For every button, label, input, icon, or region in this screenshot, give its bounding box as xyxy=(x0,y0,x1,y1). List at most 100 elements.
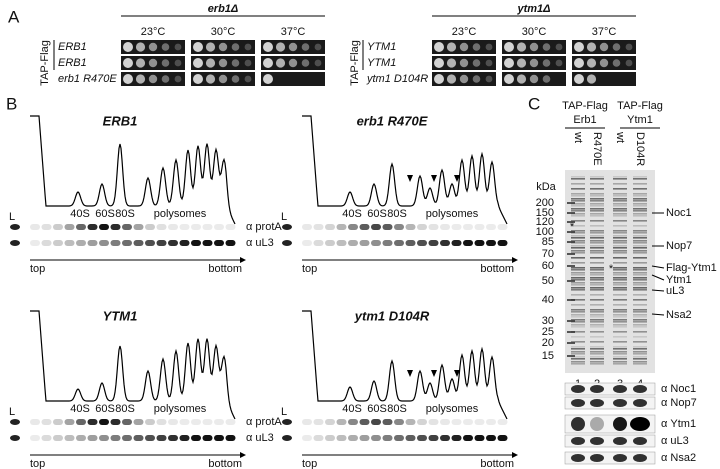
blot-band xyxy=(474,224,485,230)
gel-band xyxy=(590,282,604,284)
fraction-label: 40S xyxy=(70,208,90,220)
yeast-spot xyxy=(275,58,286,68)
blot-label: α protA xyxy=(246,221,282,233)
arrowhead xyxy=(454,175,460,182)
gel-band xyxy=(633,336,647,338)
bottom-label: bottom xyxy=(208,263,242,275)
band-pointer xyxy=(651,274,665,281)
fraction-label: 60S xyxy=(95,208,115,220)
strain-row: erb1 R470E xyxy=(58,73,117,85)
yeast-spot xyxy=(275,42,286,52)
blot-band xyxy=(451,240,462,246)
gel-band xyxy=(613,279,627,281)
blot-band xyxy=(417,435,427,441)
gel-band xyxy=(633,331,647,333)
blot-band xyxy=(168,224,178,230)
gel-band xyxy=(571,225,585,227)
top-label: top xyxy=(30,458,45,469)
blot-band xyxy=(428,224,439,230)
marker-label: 85 xyxy=(542,236,554,248)
yeast-spot xyxy=(529,58,539,68)
blot-band xyxy=(214,240,224,246)
gel-band xyxy=(571,282,585,284)
gel-band xyxy=(633,183,647,185)
gel-band xyxy=(590,195,604,197)
gel-band xyxy=(633,309,647,311)
blot-band xyxy=(122,224,132,230)
gel-band xyxy=(613,346,627,348)
temperature: 23°C xyxy=(452,26,477,38)
blot-band xyxy=(571,437,585,445)
blot-band xyxy=(191,240,201,246)
gel-band xyxy=(571,193,585,195)
gradient-profile xyxy=(302,310,508,420)
blot-band xyxy=(202,240,213,246)
gel-band xyxy=(590,188,604,190)
yeast-spot xyxy=(205,74,216,84)
yeast-spot xyxy=(263,42,273,52)
gel-band xyxy=(613,311,627,313)
gel-band xyxy=(571,289,585,291)
marker-label: 60 xyxy=(542,260,554,272)
ladder-label: L xyxy=(281,406,287,418)
gel-band xyxy=(633,193,647,195)
gel-band xyxy=(633,198,647,200)
blot-band xyxy=(371,240,381,246)
yeast-spot xyxy=(263,58,273,68)
gel-band xyxy=(590,193,604,195)
blot-band xyxy=(64,419,75,425)
gel-band xyxy=(590,299,604,301)
marker-label: 100 xyxy=(536,226,554,238)
blot-band xyxy=(76,224,86,230)
top-label: top xyxy=(30,263,45,275)
gel-band xyxy=(571,257,585,259)
blot-band xyxy=(382,419,393,425)
yeast-spot xyxy=(472,43,481,51)
gel-band xyxy=(571,304,585,306)
blot-band xyxy=(486,435,496,441)
bottom-label: bottom xyxy=(480,263,514,275)
gel-band xyxy=(590,336,604,338)
gel-band xyxy=(613,220,627,222)
marker-label: 40 xyxy=(542,294,554,306)
blot-band xyxy=(302,435,312,441)
blot-band xyxy=(202,419,213,425)
gel-band xyxy=(590,215,604,217)
gel-band xyxy=(613,282,627,284)
gel-band xyxy=(633,351,647,353)
yeast-spot xyxy=(174,75,182,83)
blot-band xyxy=(571,454,585,462)
gel-band xyxy=(633,247,647,249)
asterisk: * xyxy=(570,221,575,233)
yeast-spot xyxy=(599,58,609,68)
band-pointer xyxy=(651,265,665,269)
blot-band xyxy=(451,224,462,230)
gel-band xyxy=(613,240,627,242)
lane-label: wt xyxy=(572,131,584,143)
gel-band xyxy=(571,279,585,281)
gel-band xyxy=(613,188,627,190)
blot-label: α Nsa2 xyxy=(661,452,696,464)
gel-band xyxy=(571,351,585,353)
gel-band xyxy=(613,348,627,350)
yeast-spot xyxy=(434,58,444,68)
gel-band xyxy=(633,358,647,360)
gel-band xyxy=(590,208,604,210)
blot-band xyxy=(630,417,650,431)
blot-band xyxy=(417,240,427,246)
blot-band xyxy=(179,240,190,246)
gel-band xyxy=(613,299,627,301)
top-label: top xyxy=(302,458,317,469)
gel-band xyxy=(613,208,627,210)
gradient-profile xyxy=(30,310,236,420)
gel-band xyxy=(571,314,585,316)
blot-band xyxy=(474,435,485,441)
yeast-spot xyxy=(148,42,158,52)
marker-label: 20 xyxy=(542,337,554,349)
blot-band xyxy=(87,224,98,230)
marker-label: 15 xyxy=(542,350,554,362)
yeast-spot xyxy=(446,74,457,84)
blot-band xyxy=(168,419,178,425)
gel-band xyxy=(633,237,647,239)
gel-band xyxy=(633,250,647,252)
